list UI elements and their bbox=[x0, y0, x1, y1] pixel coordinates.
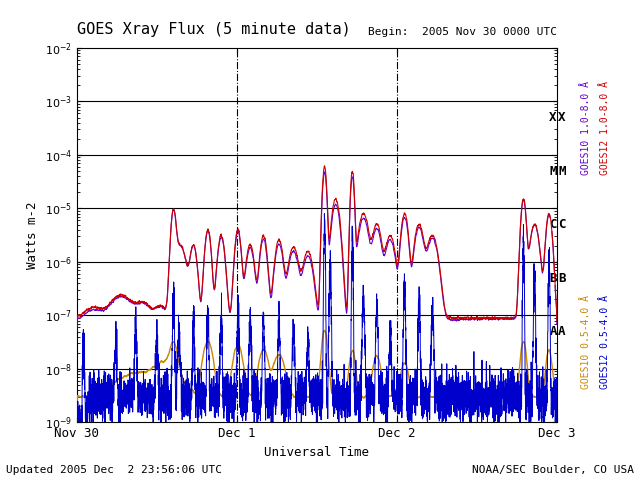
Text: GOES12 1.0-8.0 Å: GOES12 1.0-8.0 Å bbox=[600, 81, 610, 175]
Text: C: C bbox=[549, 218, 557, 231]
Text: A: A bbox=[549, 325, 557, 338]
Text: X: X bbox=[549, 111, 557, 124]
Text: GOES12 0.5-4.0 Å: GOES12 0.5-4.0 Å bbox=[600, 295, 610, 389]
Text: Begin:  2005 Nov 30 0000 UTC: Begin: 2005 Nov 30 0000 UTC bbox=[368, 27, 557, 37]
Y-axis label: Watts m-2: Watts m-2 bbox=[26, 202, 39, 269]
Text: GOES10 0.5-4.0 Å: GOES10 0.5-4.0 Å bbox=[580, 295, 591, 389]
Text: A: A bbox=[558, 325, 566, 338]
Text: GOES Xray Flux (5 minute data): GOES Xray Flux (5 minute data) bbox=[77, 22, 351, 37]
Text: GOES10 1.0-8.0 Å: GOES10 1.0-8.0 Å bbox=[580, 81, 591, 175]
Text: B: B bbox=[558, 272, 566, 285]
Text: NOAA/SEC Boulder, CO USA: NOAA/SEC Boulder, CO USA bbox=[472, 465, 634, 475]
Text: B: B bbox=[549, 272, 557, 285]
Text: M: M bbox=[558, 165, 566, 178]
Text: X: X bbox=[558, 111, 566, 124]
Text: M: M bbox=[549, 165, 557, 178]
Text: C: C bbox=[558, 218, 566, 231]
Text: Updated 2005 Dec  2 23:56:06 UTC: Updated 2005 Dec 2 23:56:06 UTC bbox=[6, 465, 223, 475]
X-axis label: Universal Time: Universal Time bbox=[264, 446, 369, 459]
